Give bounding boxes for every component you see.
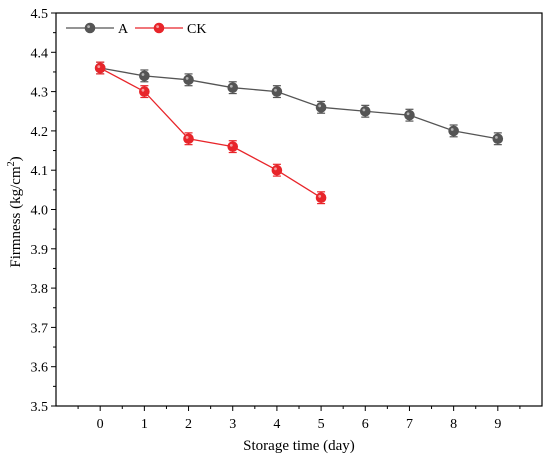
x-tick-label: 6 bbox=[362, 417, 369, 432]
series-line bbox=[99, 67, 322, 199]
legend-entry-ck: CK bbox=[135, 22, 206, 37]
data-point bbox=[227, 141, 239, 152]
data-point-highlight bbox=[141, 88, 145, 92]
data-point-highlight bbox=[450, 128, 454, 131]
data-point-highlight bbox=[318, 194, 322, 198]
data-point-highlight bbox=[362, 108, 366, 112]
y-tick-label: 3.8 bbox=[31, 282, 49, 297]
series-ck bbox=[94, 61, 327, 205]
y-tick-label: 4.4 bbox=[31, 46, 49, 61]
data-point-highlight bbox=[274, 167, 277, 171]
data-point bbox=[139, 86, 150, 97]
data-point bbox=[183, 133, 194, 145]
data-point-highlight bbox=[141, 73, 145, 76]
legend-marker bbox=[84, 22, 96, 34]
y-tick-label: 3.6 bbox=[31, 361, 49, 376]
x-tick-label: 0 bbox=[97, 417, 104, 432]
data-point bbox=[448, 125, 459, 137]
legend-marker-highlight bbox=[156, 25, 160, 28]
y-axis-label-superscript: 2 bbox=[6, 161, 17, 166]
y-axis-label: Firmness (kg/cm2) bbox=[6, 156, 24, 267]
data-point-highlight bbox=[406, 112, 410, 116]
data-point-highlight bbox=[97, 65, 101, 69]
data-point bbox=[271, 164, 283, 176]
series-line bbox=[100, 67, 498, 140]
data-point bbox=[359, 105, 371, 117]
legend-marker-highlight bbox=[87, 25, 90, 28]
data-point-highlight bbox=[229, 143, 233, 147]
data-point-highlight bbox=[185, 77, 189, 80]
y-axis-label-tail: ) bbox=[8, 156, 24, 161]
data-point-highlight bbox=[185, 135, 189, 139]
y-tick-label: 3.5 bbox=[31, 400, 49, 415]
y-axis-label-main: Firmness (kg/cm bbox=[8, 166, 24, 268]
legend-label: CK bbox=[187, 22, 206, 37]
x-axis-label: Storage time (day) bbox=[243, 438, 355, 454]
x-tick-label: 1 bbox=[141, 417, 148, 432]
y-tick-label: 3.9 bbox=[31, 243, 49, 258]
data-point bbox=[94, 62, 106, 74]
data-point bbox=[404, 109, 415, 121]
data-point bbox=[227, 82, 239, 93]
data-point-highlight bbox=[495, 135, 498, 139]
plot-frame bbox=[55, 12, 543, 407]
x-tick-label: 9 bbox=[494, 417, 501, 432]
y-tick-label: 4.2 bbox=[31, 125, 49, 140]
x-tick-label: 3 bbox=[229, 417, 236, 432]
legend-entry-a: A bbox=[66, 22, 129, 37]
data-point-highlight bbox=[229, 84, 233, 88]
series-a bbox=[94, 61, 504, 146]
y-tick-label: 4.3 bbox=[31, 86, 49, 101]
data-point bbox=[315, 192, 327, 204]
data-point bbox=[315, 102, 327, 113]
y-tick-label: 4.1 bbox=[31, 164, 49, 179]
y-tick-label: 4.0 bbox=[31, 204, 49, 219]
data-point-highlight bbox=[318, 104, 322, 108]
data-point bbox=[271, 86, 283, 97]
x-tick-label: 2 bbox=[185, 417, 192, 432]
legend-marker bbox=[153, 22, 165, 34]
x-tick-label: 4 bbox=[273, 417, 280, 432]
data-point bbox=[492, 133, 504, 145]
data-point-highlight bbox=[274, 88, 277, 92]
legend-label: A bbox=[118, 22, 129, 37]
y-tick-label: 4.5 bbox=[31, 7, 49, 22]
data-point bbox=[183, 74, 194, 86]
x-tick-label: 7 bbox=[406, 417, 413, 432]
x-tick-label: 5 bbox=[318, 417, 325, 432]
x-tick-label: 8 bbox=[450, 417, 457, 432]
data-point bbox=[139, 70, 150, 82]
y-tick-label: 3.7 bbox=[31, 321, 49, 336]
